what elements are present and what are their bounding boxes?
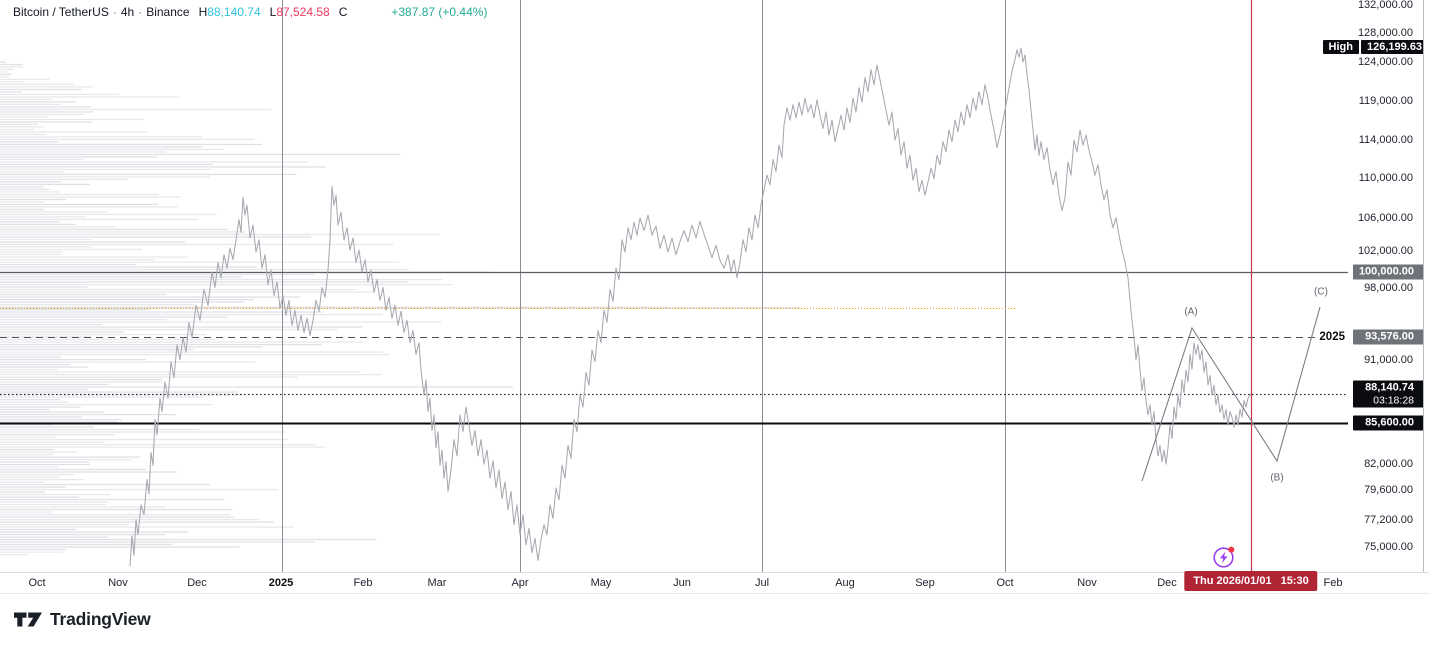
volume-profile xyxy=(0,61,800,556)
symbol-title[interactable]: Bitcoin / TetherUS xyxy=(13,5,109,19)
time-tick-jul: Jul xyxy=(754,577,770,589)
legend-separator: · xyxy=(112,5,117,19)
time-axis[interactable]: Thu 2026/01/01 15:30 Oct Nov Dec 2025 Feb Mar… xyxy=(0,571,1429,594)
level-price-badge: 100,000.00 xyxy=(1353,264,1424,280)
legend-separator: · xyxy=(138,5,143,19)
time-tick-sep: Sep xyxy=(915,577,935,589)
close-label: C xyxy=(338,5,348,19)
high-price-badge: High 126,199.63 xyxy=(1322,40,1424,54)
current-price-value: 88,140.74 xyxy=(1365,381,1414,394)
chart-canvas[interactable] xyxy=(0,0,1348,572)
price-tick: 128,000.00 xyxy=(1357,27,1413,39)
price-tick: 106,000.00 xyxy=(1357,212,1413,224)
time-tick-nov: Nov xyxy=(1077,577,1097,589)
projection-label-a[interactable]: (A) xyxy=(1184,306,1198,318)
price-tick: 77,200.00 xyxy=(1364,514,1413,526)
interval-label[interactable]: 4h xyxy=(120,5,135,19)
price-tick: 91,000.00 xyxy=(1364,354,1413,366)
time-tick-aug: Aug xyxy=(835,577,855,589)
time-tick-oct: Oct xyxy=(996,577,1014,589)
high-badge-value: 126,199.63 xyxy=(1361,40,1424,54)
lightning-icon xyxy=(1213,546,1235,568)
price-tick: 75,000.00 xyxy=(1364,541,1413,553)
change-value: +387.87 (+0.44%) xyxy=(391,5,488,19)
exchange-label: Binance xyxy=(146,5,190,19)
chart-plot-area[interactable]: Bitcoin / TetherUS · 4h · Binance H88,140.74 L… xyxy=(0,0,1348,572)
time-tick-feb: Feb xyxy=(353,577,373,589)
price-tick: 110,000.00 xyxy=(1358,172,1413,184)
current-price-badge: 88,140.74 03:18:28 xyxy=(1353,380,1424,408)
high-value: 88,140.74 xyxy=(207,5,261,19)
price-tick: 132,000.00 xyxy=(1357,0,1413,11)
low-label: L xyxy=(269,5,277,19)
time-tick-2025: 2025 xyxy=(268,577,294,589)
price-tick: 102,000.00 xyxy=(1357,245,1413,257)
high-badge-label: High xyxy=(1322,40,1359,54)
current-date: Thu 2026/01/01 xyxy=(1193,575,1272,587)
projection-label-b[interactable]: (B) xyxy=(1270,472,1284,484)
price-tick: 124,000.00 xyxy=(1357,56,1413,68)
time-tick-jun: Jun xyxy=(673,577,691,589)
time-tick-oct: Oct xyxy=(28,577,46,589)
time-tick-feb: Feb xyxy=(1323,577,1343,589)
bar-countdown: 03:18:28 xyxy=(1373,394,1414,407)
brand-name: TradingView xyxy=(50,608,151,629)
tradingview-logo[interactable]: TradingView xyxy=(13,609,151,630)
level-price-badge: 85,600.00 xyxy=(1353,415,1424,431)
current-time: 15:30 xyxy=(1280,575,1309,587)
flash-alert-icon[interactable] xyxy=(1211,544,1237,570)
footer-branding: TradingView xyxy=(13,606,151,632)
price-axis-right-border xyxy=(1423,0,1424,594)
current-time-badge: Thu 2026/01/01 15:30 xyxy=(1184,571,1318,591)
projection-label-c[interactable]: (C) xyxy=(1314,286,1328,298)
price-tick: 98,000.00 xyxy=(1364,282,1413,294)
time-tick-dec: Dec xyxy=(1157,577,1177,589)
price-axis[interactable]: 132,000.00 128,000.00 124,000.00 119,000.00… xyxy=(1322,0,1429,572)
low-value: 87,524.58 xyxy=(276,5,330,19)
time-tick-nov: Nov xyxy=(108,577,128,589)
price-tick: 119,000.00 xyxy=(1358,95,1413,107)
price-tick: 82,000.00 xyxy=(1364,458,1413,470)
time-tick-dec: Dec xyxy=(187,577,207,589)
level-tag-2025: 2025 xyxy=(1316,331,1348,343)
abc-projection-drawing[interactable] xyxy=(1141,306,1321,482)
symbol-legend: Bitcoin / TetherUS · 4h · Binance H88,140.74 L… xyxy=(13,5,487,19)
time-tick-may: May xyxy=(590,577,612,589)
tradingview-logo-icon xyxy=(14,612,42,626)
price-tick: 79,600.00 xyxy=(1364,484,1413,496)
level-price-badge: 93,576.00 xyxy=(1353,329,1424,345)
price-line-series xyxy=(129,47,1252,567)
price-tick: 114,000.00 xyxy=(1358,134,1413,146)
time-tick-apr: Apr xyxy=(511,577,529,589)
time-tick-mar: Mar xyxy=(427,577,447,589)
high-label: H xyxy=(198,5,208,19)
